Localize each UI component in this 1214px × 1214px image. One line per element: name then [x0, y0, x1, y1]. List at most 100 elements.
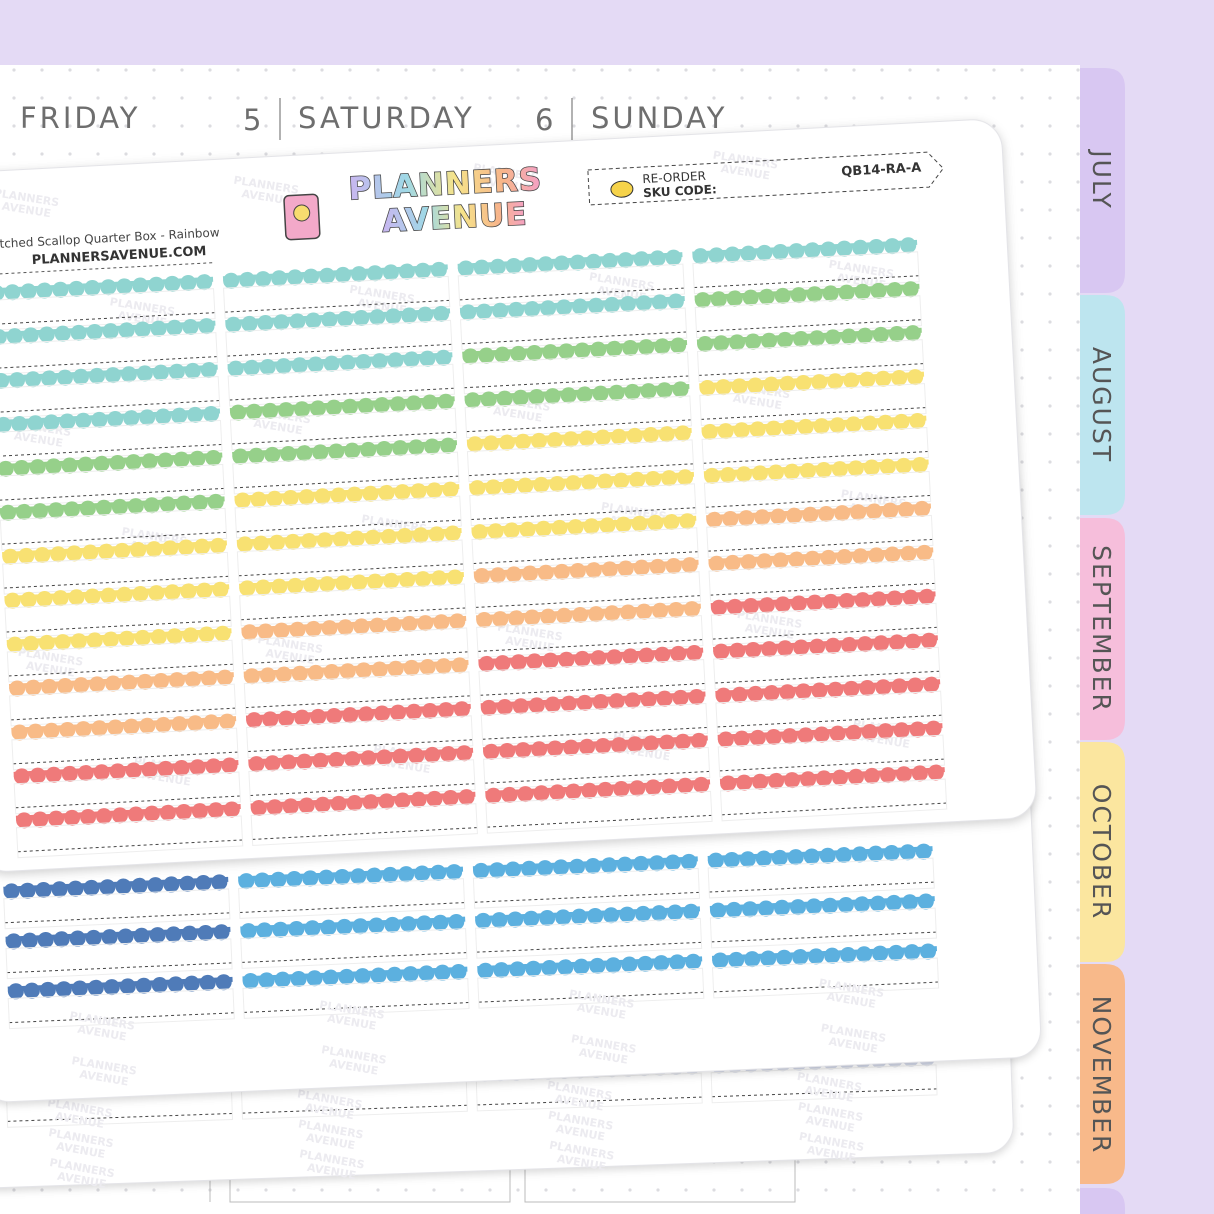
- scallop: [491, 912, 508, 929]
- scallop: [658, 426, 675, 443]
- scallop: [287, 577, 304, 594]
- scallop: [451, 657, 468, 674]
- strip-line: [466, 419, 692, 433]
- strip-box: [5, 938, 233, 980]
- day-label: FRIDAY: [20, 101, 141, 135]
- scallop: [792, 949, 809, 966]
- scallop: [563, 739, 580, 756]
- scallop: [608, 693, 625, 710]
- scallop: [398, 263, 415, 280]
- scallop: [626, 736, 643, 753]
- scallop: [194, 538, 211, 555]
- scallop: [831, 769, 848, 786]
- scallop: [211, 874, 228, 891]
- scallop: [199, 974, 216, 991]
- scallop: [900, 545, 917, 562]
- scallop: [71, 980, 88, 997]
- scallop: [701, 423, 718, 440]
- scallop: [653, 955, 670, 972]
- scallop: [916, 544, 933, 561]
- scallop: [368, 917, 385, 934]
- scallop: [181, 925, 198, 942]
- scallop: [635, 295, 652, 312]
- scallop: [88, 367, 105, 384]
- strip-box: [485, 790, 713, 834]
- scallop: [715, 379, 732, 396]
- tab[interactable]: [1070, 68, 1125, 293]
- scallop: [87, 979, 104, 996]
- scallop: [672, 689, 689, 706]
- scallop: [136, 365, 153, 382]
- scallop: [159, 804, 176, 821]
- scallop: [57, 678, 74, 695]
- strip-line: [0, 312, 215, 325]
- scallop: [476, 611, 493, 628]
- scallop: [61, 765, 78, 782]
- scallop: [35, 881, 52, 898]
- strip-box: [471, 527, 699, 571]
- scallop: [859, 680, 876, 697]
- scallop: [765, 728, 782, 745]
- scallop: [255, 271, 272, 288]
- scallop: [435, 349, 452, 366]
- tab[interactable]: [1070, 742, 1125, 962]
- scallop: [581, 782, 598, 799]
- scallop: [386, 966, 403, 983]
- scallop: [594, 429, 611, 446]
- scallop: [724, 246, 741, 263]
- scallop: [264, 755, 281, 772]
- scallop: [822, 285, 839, 302]
- scallop: [731, 686, 748, 703]
- strip-line: [224, 299, 450, 313]
- tab[interactable]: [1070, 518, 1125, 740]
- scallop: [442, 789, 459, 806]
- scallop: [321, 311, 338, 328]
- scallop: [41, 370, 58, 387]
- strip-line: [238, 563, 464, 577]
- scallop: [307, 664, 324, 681]
- scallop: [191, 494, 208, 511]
- scallop: [339, 354, 356, 371]
- scallop: [640, 691, 657, 708]
- scallop: [918, 588, 935, 605]
- strip-box: [709, 907, 937, 949]
- scallop: [11, 416, 28, 433]
- scallop: [125, 762, 142, 779]
- scallop: [685, 953, 702, 970]
- scallop: [350, 868, 367, 885]
- scallop: [258, 972, 275, 989]
- scallop: [478, 347, 495, 364]
- scallop: [613, 472, 630, 489]
- scallop: [410, 483, 427, 500]
- scallop: [54, 634, 71, 651]
- scallop: [622, 648, 639, 665]
- tab[interactable]: [1070, 1188, 1125, 1214]
- scallop: [22, 635, 39, 652]
- scallop: [143, 805, 160, 822]
- scallop: [268, 534, 285, 551]
- scallop: [180, 583, 197, 600]
- tab-label: OCTOBER: [1087, 784, 1116, 920]
- scallop: [111, 807, 128, 824]
- tab[interactable]: [1070, 295, 1125, 515]
- scallop: [323, 664, 340, 681]
- scallop: [134, 629, 151, 646]
- scallop: [806, 286, 823, 303]
- scallop: [571, 908, 588, 925]
- scallop: [761, 641, 778, 658]
- scallop: [205, 449, 222, 466]
- scallop: [731, 378, 748, 395]
- scallop: [412, 527, 429, 544]
- strip-line: [711, 1088, 937, 1098]
- scallop: [73, 677, 90, 694]
- scallop: [187, 406, 204, 423]
- scallop: [325, 399, 342, 416]
- scallop: [642, 735, 659, 752]
- scallop: [824, 947, 841, 964]
- scallop: [754, 509, 771, 526]
- tab[interactable]: [1070, 964, 1125, 1184]
- scallop: [553, 255, 570, 272]
- scallop: [663, 514, 680, 531]
- scallop: [485, 479, 502, 496]
- scallop: [553, 563, 570, 580]
